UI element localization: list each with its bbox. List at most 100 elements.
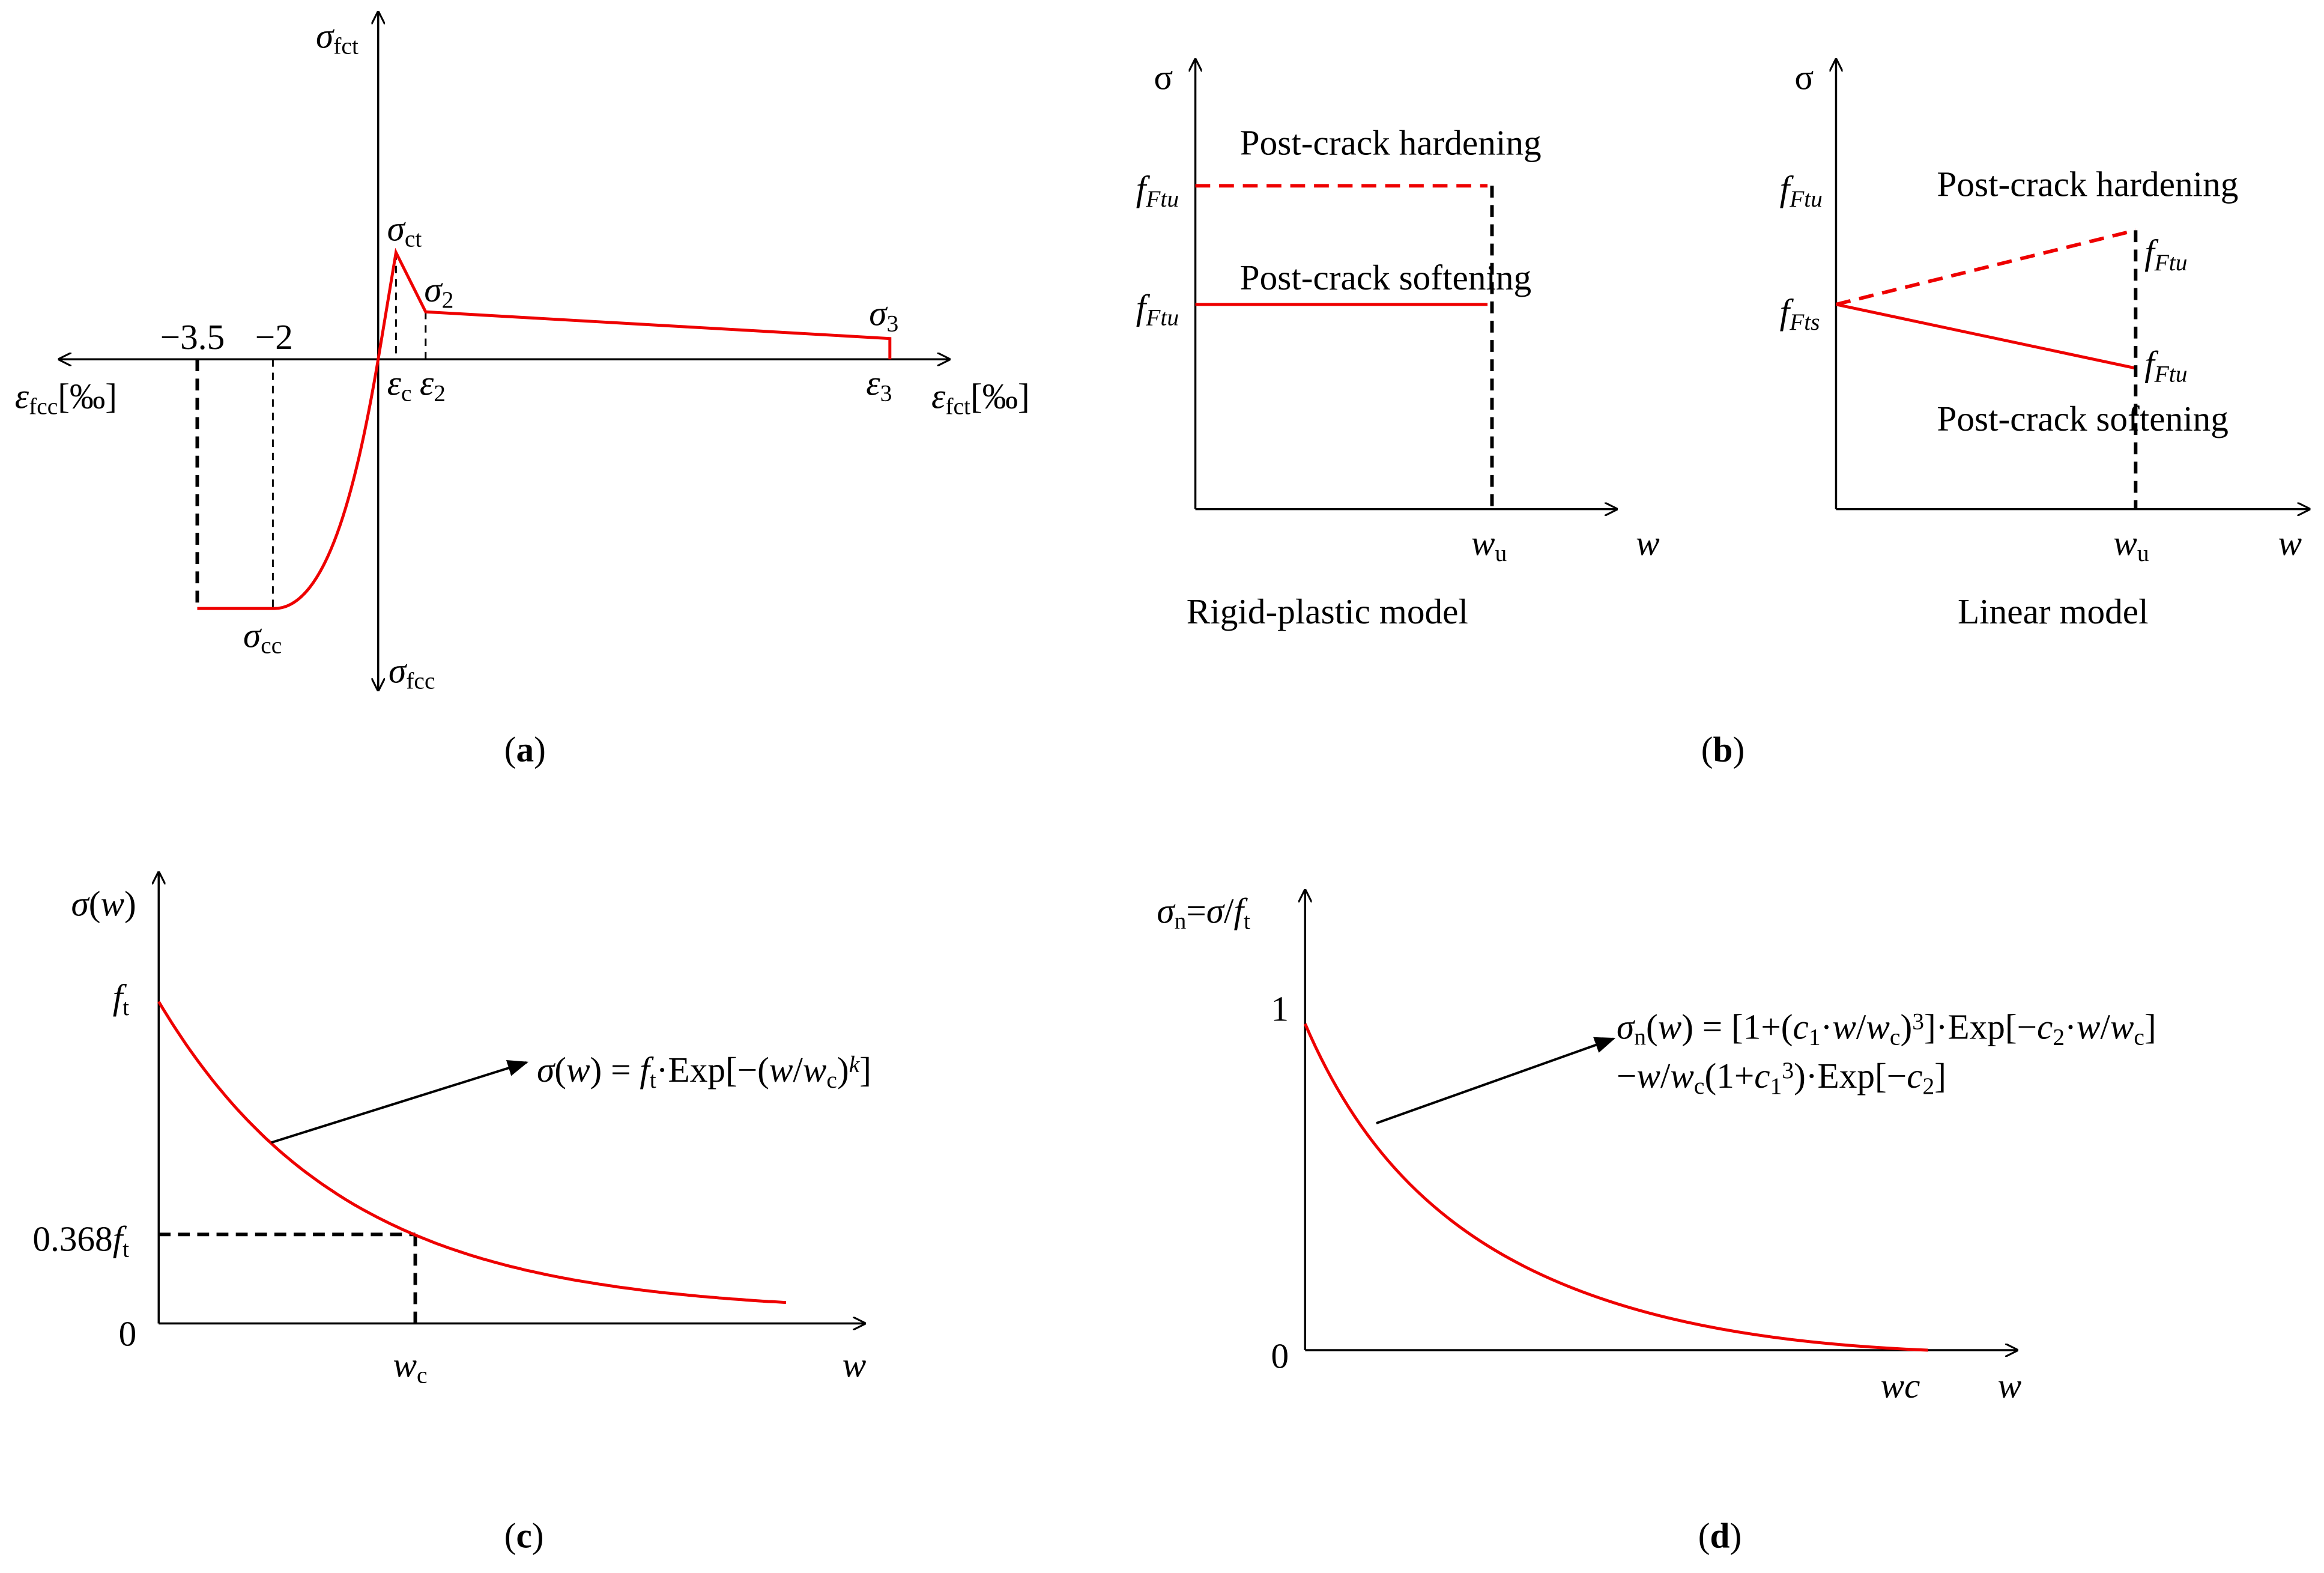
text-part: ]	[2144, 1007, 2156, 1046]
text-part: σ	[71, 883, 91, 923]
text-part: ε	[931, 377, 946, 416]
text-part: σ	[1154, 58, 1173, 97]
text-part: Linear model	[1958, 592, 2149, 631]
text-part: σ	[1157, 891, 1176, 931]
text-part: )·Exp[−	[1794, 1056, 1907, 1096]
panel-b: σ fFtu fFtu Post-crack hardening Post-cr…	[1136, 58, 2310, 769]
label: εc	[387, 363, 412, 407]
text-part: )	[1730, 1515, 1742, 1555]
label: wc	[1881, 1366, 1920, 1405]
text-part: w	[1670, 1056, 1694, 1096]
text-part: Post-crack hardening	[1240, 123, 1542, 162]
text-part: )	[532, 1515, 544, 1555]
label: Rigid-plastic model	[1187, 592, 1468, 631]
text-part: 1	[1271, 989, 1289, 1029]
label: −3.5	[160, 317, 225, 357]
label: σfct	[316, 16, 359, 59]
text-part: a	[516, 730, 534, 769]
text-part: u	[2137, 540, 2149, 566]
text-part: 1	[1770, 1073, 1782, 1099]
label: σfcc	[389, 651, 435, 694]
text-part: /	[2100, 1007, 2110, 1046]
text-part: )	[1900, 1007, 1912, 1046]
text-part: 0	[119, 1314, 137, 1354]
text-part: −	[1617, 1056, 1636, 1096]
formula: −w/wc(1+c13)·Exp[−c2]	[1617, 1056, 1946, 1099]
text-part: (	[504, 730, 516, 769]
text-part: c	[516, 1515, 531, 1555]
text-part: 1	[1809, 1023, 1821, 1050]
label: Post-crack softening	[1937, 399, 2229, 438]
text-part: w	[393, 1345, 417, 1384]
text-part: w	[2113, 523, 2137, 563]
text-part: 2	[2053, 1023, 2065, 1050]
text-part: ]·Exp[−	[1924, 1007, 2037, 1046]
text-part: 3	[1782, 1057, 1794, 1084]
label: wu	[1471, 523, 1507, 566]
arrow	[271, 1059, 529, 1144]
text-part: w	[769, 1050, 793, 1090]
text-part: σ	[424, 270, 443, 309]
label: fFtu	[2144, 232, 2187, 276]
text-part: w	[566, 1050, 590, 1090]
text-part: −3.5	[160, 317, 225, 357]
text-part: w	[1866, 1007, 1890, 1046]
text-part: Ftu	[2154, 249, 2188, 276]
label: fFts	[1780, 292, 1820, 335]
text-part: [‰]	[58, 377, 117, 416]
text-part: Post-crack softening	[1937, 399, 2229, 438]
text-part: ε	[387, 363, 402, 403]
text-part: c	[1907, 1056, 1922, 1096]
caption: (d)	[1698, 1515, 1741, 1555]
text-part: (	[1646, 1007, 1658, 1046]
text-part: )	[534, 730, 546, 769]
text-part: 2	[442, 286, 454, 313]
caption: (b)	[1701, 730, 1745, 769]
text-part: fct	[945, 393, 970, 420]
curve	[1304, 1023, 1928, 1352]
label: σ2	[424, 270, 453, 313]
label: εfct[‰]	[931, 377, 1030, 420]
text-part: σ	[389, 651, 408, 691]
text-part: /	[1856, 1007, 1866, 1046]
label: −2	[255, 317, 293, 357]
text-part: w	[2077, 1007, 2101, 1046]
text-part: c	[1754, 1056, 1770, 1096]
panel-c: σ(w) ft 0.368ft 0 wc w σ(w) = ft·Exp[−(w…	[32, 873, 871, 1555]
text-part: c	[1793, 1007, 1809, 1046]
curve	[1835, 303, 2136, 370]
text-part: w	[1636, 1056, 1660, 1096]
text-part: ct	[405, 226, 422, 252]
label: σ(w)	[71, 883, 136, 923]
caption: (a)	[504, 730, 546, 769]
text-part: fct	[333, 33, 359, 59]
text-part: c	[2134, 1023, 2144, 1050]
text-part: c	[1890, 1023, 1901, 1050]
text-part: fcc	[29, 393, 58, 420]
label: σct	[387, 209, 422, 252]
text-part: )	[837, 1050, 849, 1090]
text-part: Ftu	[2154, 360, 2188, 387]
label: w	[843, 1345, 867, 1384]
panel-d: σn=σ/ft 1 0 wc w σn(w) = [1+(c1·w/wc)3]·…	[1157, 890, 2156, 1555]
text-part: σ	[869, 293, 888, 333]
label: fFtu	[2144, 344, 2187, 387]
text-part: wc	[1881, 1366, 1920, 1405]
text-part: c	[401, 380, 412, 407]
label: σ	[1154, 58, 1173, 97]
label: σn=σ/ft	[1157, 891, 1250, 935]
text-part: 0.368	[32, 1219, 112, 1259]
label: wc	[393, 1345, 427, 1388]
text-part: n	[1634, 1023, 1646, 1050]
label: fFtu	[1136, 169, 1179, 212]
text-part: w	[843, 1345, 867, 1384]
text-part: k	[849, 1051, 861, 1077]
text-part: ·Exp[−(	[656, 1050, 769, 1090]
text-part: (	[554, 1050, 566, 1090]
panel-a: σfct σfcc εfcc[‰] εfct[‰] −3.5 −2 σct σ2…	[15, 12, 1030, 769]
text-part: /	[793, 1050, 803, 1090]
text-part: (	[1698, 1515, 1710, 1555]
text-part: σ	[1206, 891, 1226, 931]
